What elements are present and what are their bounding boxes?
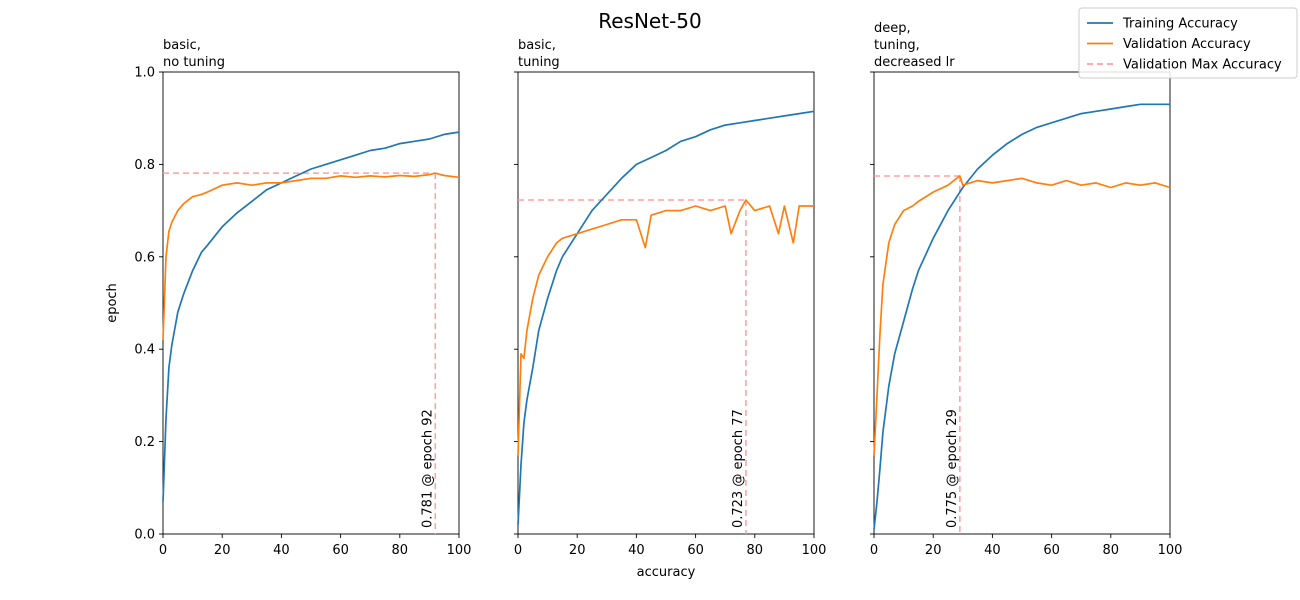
validation-accuracy-line — [162, 172, 460, 341]
x-tick-label: 60 — [687, 543, 704, 558]
y-tick-label: 0.8 — [134, 158, 155, 173]
x-tick-label: 0 — [159, 543, 167, 558]
x-tick-label: 40 — [984, 543, 1001, 558]
legend-label: Training Accuracy — [1122, 17, 1238, 32]
y-tick-label: 0.4 — [134, 343, 155, 358]
axes-frame — [873, 71, 1171, 535]
panel-title: deep, — [874, 21, 911, 36]
x-tick-label: 0 — [514, 543, 522, 558]
x-tick-label: 20 — [214, 543, 231, 558]
x-tick-label: 60 — [332, 543, 349, 558]
x-axis-label: accuracy — [637, 565, 696, 580]
training-accuracy-line — [162, 131, 460, 502]
x-tick-label: 80 — [392, 543, 409, 558]
max-annotation: 0.775 @ epoch 29 — [945, 409, 960, 528]
legend-box — [1078, 7, 1298, 79]
x-tick-label: 40 — [273, 543, 290, 558]
x-tick-label: 20 — [925, 543, 942, 558]
chart-title: ResNet-50 — [598, 9, 702, 33]
y-tick-label: 1.0 — [134, 66, 155, 81]
x-tick-label: 80 — [747, 543, 764, 558]
y-tick-label: 0.0 — [134, 528, 155, 543]
y-tick-label: 0.6 — [134, 250, 155, 265]
x-tick-label: 80 — [1103, 543, 1120, 558]
validation-accuracy-line — [873, 175, 1171, 456]
legend-label: Validation Max Accuracy — [1123, 58, 1282, 73]
x-tick-label: 100 — [1158, 543, 1183, 558]
x-tick-label: 100 — [802, 543, 827, 558]
panel-title: tuning — [518, 55, 560, 70]
x-tick-label: 100 — [447, 543, 472, 558]
validation-accuracy-line — [517, 199, 814, 456]
panel-title: no tuning — [163, 55, 225, 70]
panel-title: basic, — [518, 38, 556, 53]
panel-title: tuning, — [874, 38, 920, 53]
panel-title: decreased lr — [874, 55, 955, 70]
x-tick-label: 40 — [628, 543, 645, 558]
max-annotation: 0.723 @ epoch 77 — [731, 409, 746, 528]
max-annotation: 0.781 @ epoch 92 — [420, 409, 435, 528]
training-accuracy-line — [873, 103, 1170, 530]
x-tick-label: 0 — [870, 543, 878, 558]
panel-title: basic, — [163, 38, 201, 53]
axes-frame — [162, 71, 460, 535]
training-accuracy-line — [517, 110, 815, 525]
y-axis-label: epoch — [105, 283, 120, 323]
y-tick-label: 0.2 — [134, 435, 155, 450]
axes-frame — [517, 71, 815, 535]
legend-label: Validation Accuracy — [1123, 37, 1251, 52]
x-tick-label: 20 — [569, 543, 586, 558]
x-tick-label: 60 — [1043, 543, 1060, 558]
